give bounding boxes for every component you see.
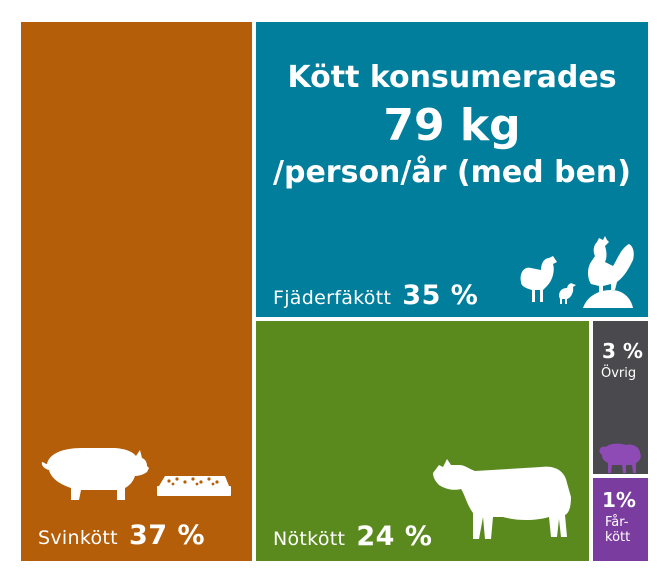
chart-title-line3: /person/år (med ben)	[273, 155, 631, 190]
segment-name: Svinkött	[38, 527, 118, 549]
segment-label-fjaderfakott: Fjäderfäkött 35 %	[273, 280, 478, 311]
segment-percent-farkott: 1%	[602, 488, 636, 512]
segment-label-notkott: Nötkött 24 %	[273, 521, 432, 552]
tile-ovrig: 3 % Övrig	[593, 321, 648, 474]
pig-with-feed-icon	[41, 448, 231, 500]
segment-name: Fjäderfäkött	[273, 287, 392, 309]
segment-percent: 24 %	[356, 521, 433, 552]
segment-label-svinkott: Svinkött 37 %	[38, 520, 205, 551]
segment-percent-ovrig: 3 %	[602, 339, 643, 363]
segment-percent: 35 %	[402, 280, 479, 311]
segment-name-farkott-line1: Får-	[605, 515, 629, 530]
tile-notkott: Nötkött 24 %	[256, 321, 589, 561]
sheep-icon	[599, 443, 641, 473]
chart-title-line2: 79 kg	[383, 100, 521, 151]
tile-svinkott: Svinkött 37 %	[21, 22, 252, 561]
segment-name-ovrig: Övrig	[601, 366, 637, 381]
cow-icon	[433, 459, 571, 539]
segment-name: Nötkött	[273, 528, 346, 550]
segment-name-farkott-line2: kött	[605, 530, 631, 545]
chickens-icon	[520, 236, 634, 308]
chart-title-line1: Kött konsumerades	[287, 60, 617, 95]
tile-farkott: 1% Får- kött	[593, 478, 648, 561]
tile-fjaderfakott: Kött konsumerades 79 kg /person/år (med …	[256, 22, 648, 317]
segment-percent: 37 %	[128, 520, 205, 551]
